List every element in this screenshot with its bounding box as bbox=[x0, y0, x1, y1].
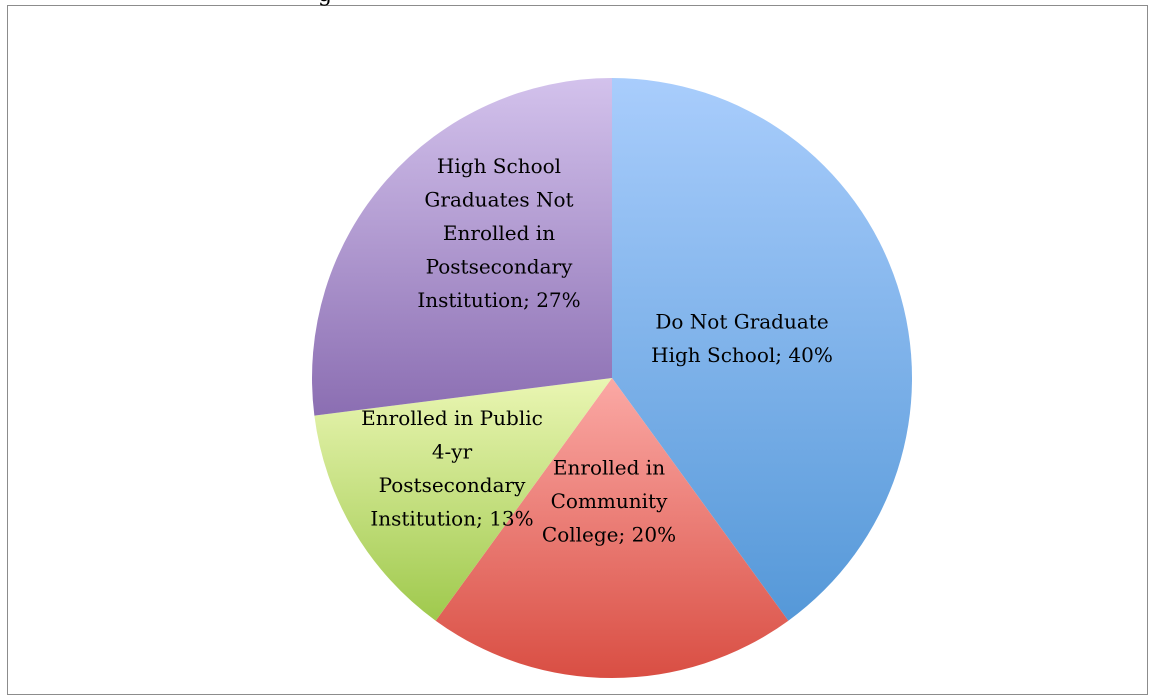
pie-slice-4 bbox=[312, 78, 612, 416]
slice-label-1: Do Not Graduate High School; 40% bbox=[651, 309, 833, 367]
slice-label-2: Enrolled in Community College; 20% bbox=[542, 456, 676, 547]
pie-slice-3 bbox=[314, 378, 612, 621]
cropped-title-fragment: g bbox=[0, 0, 1150, 8]
slice-label-4: High School Graduates Not Enrolled in Posts… bbox=[417, 154, 580, 312]
pie-slice-2 bbox=[435, 378, 789, 679]
slice-label-3: Enrolled in Public 4-yr Postsecondary Insti… bbox=[361, 406, 543, 531]
pie-slice-1 bbox=[612, 78, 913, 621]
